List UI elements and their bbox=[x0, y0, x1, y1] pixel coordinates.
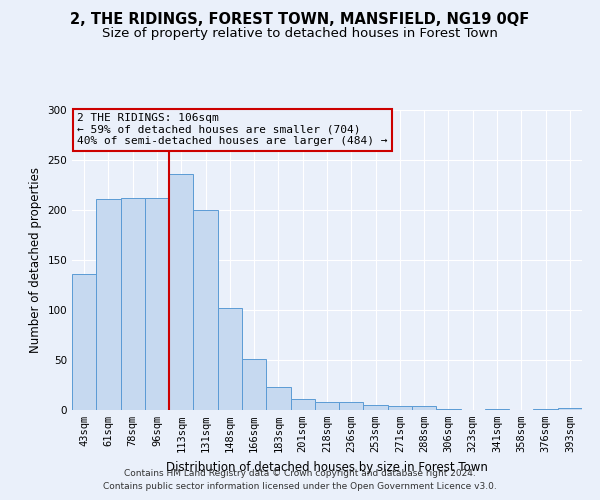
Text: 2, THE RIDINGS, FOREST TOWN, MANSFIELD, NG19 0QF: 2, THE RIDINGS, FOREST TOWN, MANSFIELD, … bbox=[70, 12, 530, 28]
Bar bbox=[290, 399, 315, 410]
Bar bbox=[485, 409, 509, 410]
Bar bbox=[121, 198, 145, 410]
Bar bbox=[339, 402, 364, 410]
Bar bbox=[315, 402, 339, 410]
Bar bbox=[242, 359, 266, 410]
Bar bbox=[169, 174, 193, 410]
Bar bbox=[412, 406, 436, 410]
Bar bbox=[193, 210, 218, 410]
Bar bbox=[145, 198, 169, 410]
X-axis label: Distribution of detached houses by size in Forest Town: Distribution of detached houses by size … bbox=[166, 460, 488, 473]
Bar bbox=[558, 408, 582, 410]
Bar bbox=[533, 409, 558, 410]
Bar bbox=[436, 409, 461, 410]
Text: Contains public sector information licensed under the Open Government Licence v3: Contains public sector information licen… bbox=[103, 482, 497, 491]
Y-axis label: Number of detached properties: Number of detached properties bbox=[29, 167, 42, 353]
Bar bbox=[364, 405, 388, 410]
Bar bbox=[266, 387, 290, 410]
Text: Contains HM Land Registry data © Crown copyright and database right 2024.: Contains HM Land Registry data © Crown c… bbox=[124, 468, 476, 477]
Bar bbox=[96, 199, 121, 410]
Text: Size of property relative to detached houses in Forest Town: Size of property relative to detached ho… bbox=[102, 28, 498, 40]
Bar bbox=[72, 274, 96, 410]
Bar bbox=[218, 308, 242, 410]
Bar bbox=[388, 406, 412, 410]
Text: 2 THE RIDINGS: 106sqm
← 59% of detached houses are smaller (704)
40% of semi-det: 2 THE RIDINGS: 106sqm ← 59% of detached … bbox=[77, 113, 388, 146]
